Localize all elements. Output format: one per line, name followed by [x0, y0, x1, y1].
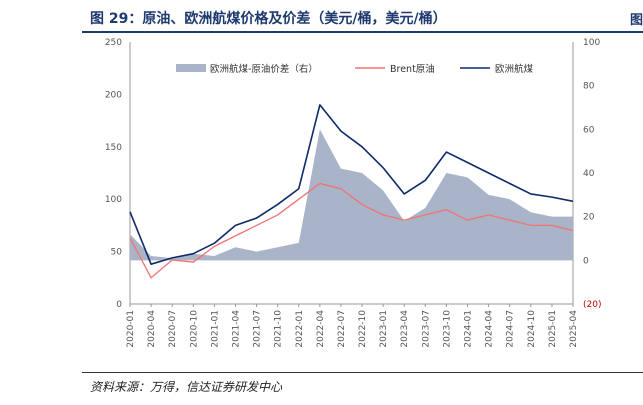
x-tick-label: 2025-04 — [569, 310, 579, 348]
series-brent-line — [129, 182, 574, 279]
legend-label-brent: Brent原油 — [390, 63, 435, 75]
x-tick-label: 2021-04 — [231, 310, 241, 348]
x-tick-label: 2020-01 — [126, 310, 136, 348]
left-tick-label: 0 — [116, 300, 122, 310]
next-figure-label: 图 — [629, 13, 643, 28]
right-tick-label: 60 — [583, 125, 595, 135]
left-tick-label: 150 — [105, 143, 122, 153]
series-jet-line — [129, 104, 574, 265]
left-tick-label: 50 — [111, 248, 123, 258]
x-tick-label: 2023-04 — [400, 310, 410, 348]
left-tick-label: 250 — [105, 38, 122, 48]
legend-label-jet: 欧洲航煤 — [495, 63, 534, 75]
x-tick-label: 2020-07 — [168, 310, 178, 348]
x-tick-label: 2022-01 — [295, 310, 305, 348]
source-note: 资料来源：万得，信达证券研发中心 — [90, 380, 283, 394]
x-tick-label: 2022-07 — [337, 310, 347, 348]
x-tick-label: 2023-10 — [442, 310, 452, 348]
right-y-axis: (20) 0 20 40 60 80 100 — [583, 38, 601, 310]
right-tick-label: 20 — [583, 213, 595, 223]
x-tick-label: 2024-04 — [485, 310, 495, 348]
x-tick-label: 2024-10 — [527, 310, 537, 348]
right-tick-label: 100 — [583, 38, 600, 48]
right-tick-label: 0 — [583, 256, 589, 266]
right-tick-label: (20) — [583, 300, 601, 310]
x-tick-label: 2023-01 — [379, 310, 389, 348]
x-tick-label: 2020-04 — [147, 310, 157, 348]
source-divider — [82, 372, 643, 373]
legend: 欧洲航煤-原油价差（右） Brent原油 欧洲航煤 — [176, 63, 534, 75]
x-tick-label: 2022-04 — [316, 310, 326, 348]
series-spread-area — [130, 129, 573, 261]
legend-label-spread: 欧洲航煤-原油价差（右） — [210, 63, 318, 75]
x-tick-label: 2025-01 — [548, 310, 558, 348]
left-y-axis: 0 50 100 150 200 250 — [105, 38, 122, 310]
x-tick-label: 2021-01 — [210, 310, 220, 348]
x-tick-label: 2021-07 — [253, 310, 263, 348]
x-tick-label: 2021-10 — [274, 310, 284, 348]
x-tick-label: 2024-01 — [464, 310, 474, 348]
left-tick-label: 200 — [105, 90, 122, 100]
x-tick-label: 2024-07 — [506, 310, 516, 348]
right-tick-label: 40 — [583, 169, 595, 179]
x-tick-label: 2023-07 — [421, 310, 431, 348]
x-axis: 2020-01 2020-04 2020-07 2020-10 2021-01 2021-… — [126, 304, 579, 348]
x-tick-label: 2020-10 — [189, 310, 199, 348]
left-tick-label: 100 — [105, 195, 122, 205]
title-divider — [82, 31, 643, 33]
series-layer — [129, 104, 574, 279]
chart-title: 图 29：原油、欧洲航煤价格及价差（美元/桶，美元/桶） — [90, 11, 447, 27]
right-tick-label: 80 — [583, 82, 595, 92]
legend-swatch-spread — [176, 64, 206, 72]
x-tick-label: 2022-10 — [358, 310, 368, 348]
